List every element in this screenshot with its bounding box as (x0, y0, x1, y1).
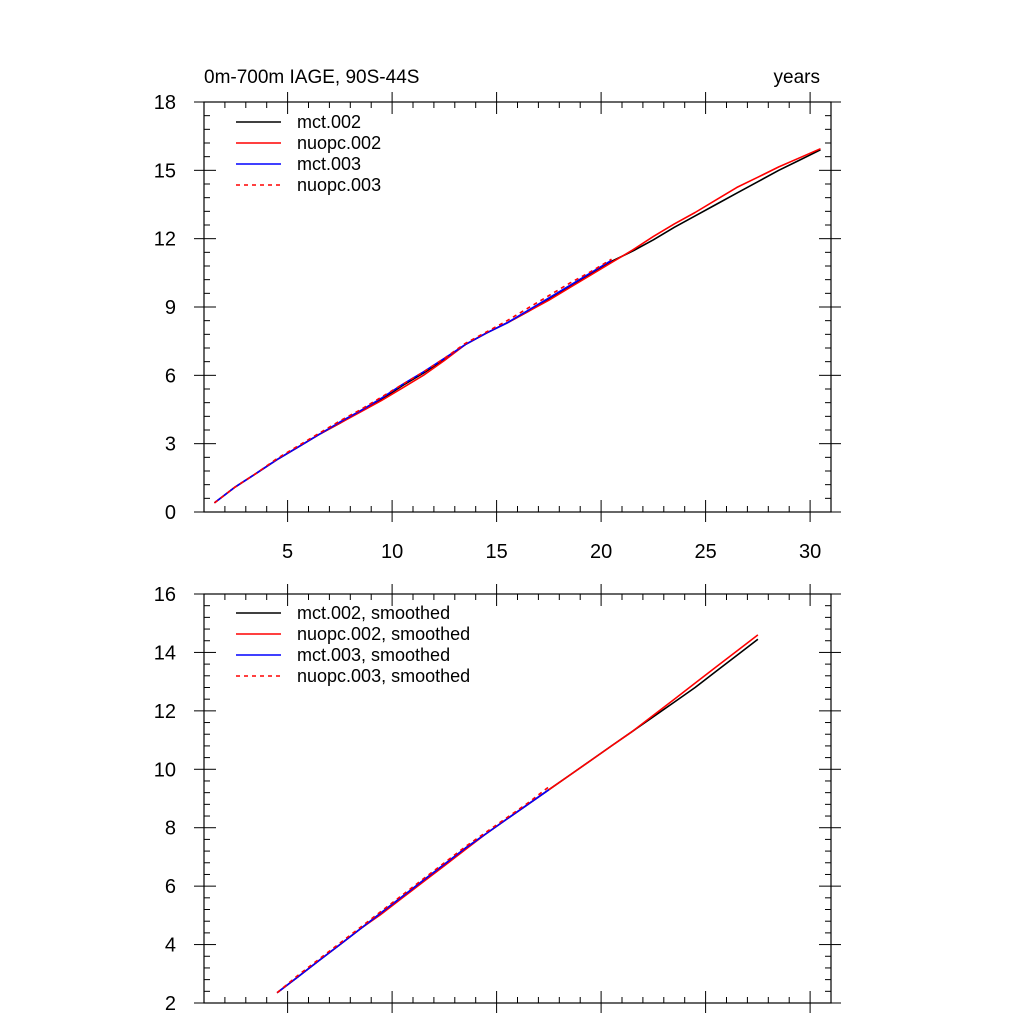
top-panel: 5 10 15 20 25 30 0 3 6 9 12 15 18 mct.002nuopc.002mct… (154, 92, 841, 563)
legend-label: mct.003 (297, 154, 361, 174)
y-tick-label: 2 (165, 993, 176, 1015)
series-line-nuopc-003-smoothed (276, 786, 550, 994)
y-tick-label: 10 (154, 759, 176, 781)
legend-label: nuopc.003, smoothed (297, 666, 470, 686)
y-tick-label: 0 (165, 502, 176, 524)
y-tick-label: 9 (165, 297, 176, 319)
legend-label: mct.002 (297, 112, 361, 132)
legend-label: nuopc.002 (297, 133, 381, 153)
series-line-mct-002-smoothed (276, 638, 759, 994)
series-line-nuopc-002 (213, 147, 821, 504)
x-tick-label: 15 (485, 541, 507, 563)
y-tick-label: 18 (154, 92, 176, 114)
series-line-mct-003-smoothed (276, 789, 550, 994)
x-tick-label: 30 (799, 541, 821, 563)
series-line-mct-002 (213, 149, 821, 504)
y-tick-label: 6 (165, 876, 176, 898)
y-tick-label: 14 (154, 642, 176, 664)
bottom-panel: 2 4 6 8 10 12 14 16 mct.002, smoothednuopc.002, … (154, 584, 841, 1015)
x-tick-label: 5 (282, 541, 293, 563)
y-tick-label: 15 (154, 160, 176, 182)
y-tick-label: 8 (165, 818, 176, 840)
series-line-nuopc-003 (213, 258, 612, 504)
y-tick-label: 12 (154, 229, 176, 251)
legend-label: mct.003, smoothed (297, 645, 450, 665)
x-tick-label: 25 (694, 541, 716, 563)
legend-label: nuopc.002, smoothed (297, 624, 470, 644)
y-tick-label: 12 (154, 701, 176, 723)
y-tick-label: 3 (165, 434, 176, 456)
figure-title: 0m-700m IAGE, 90S-44S (204, 67, 419, 88)
y-tick-label: 16 (154, 584, 176, 606)
legend-label: mct.002, smoothed (297, 603, 450, 623)
legend-label: nuopc.003 (297, 175, 381, 195)
y-tick-label: 6 (165, 365, 176, 387)
x-tick-label: 10 (381, 541, 403, 563)
figure-units-label: years (774, 67, 820, 88)
x-tick-label: 20 (590, 541, 612, 563)
series-line-nuopc-002-smoothed (276, 634, 759, 994)
y-tick-label: 4 (165, 935, 176, 957)
